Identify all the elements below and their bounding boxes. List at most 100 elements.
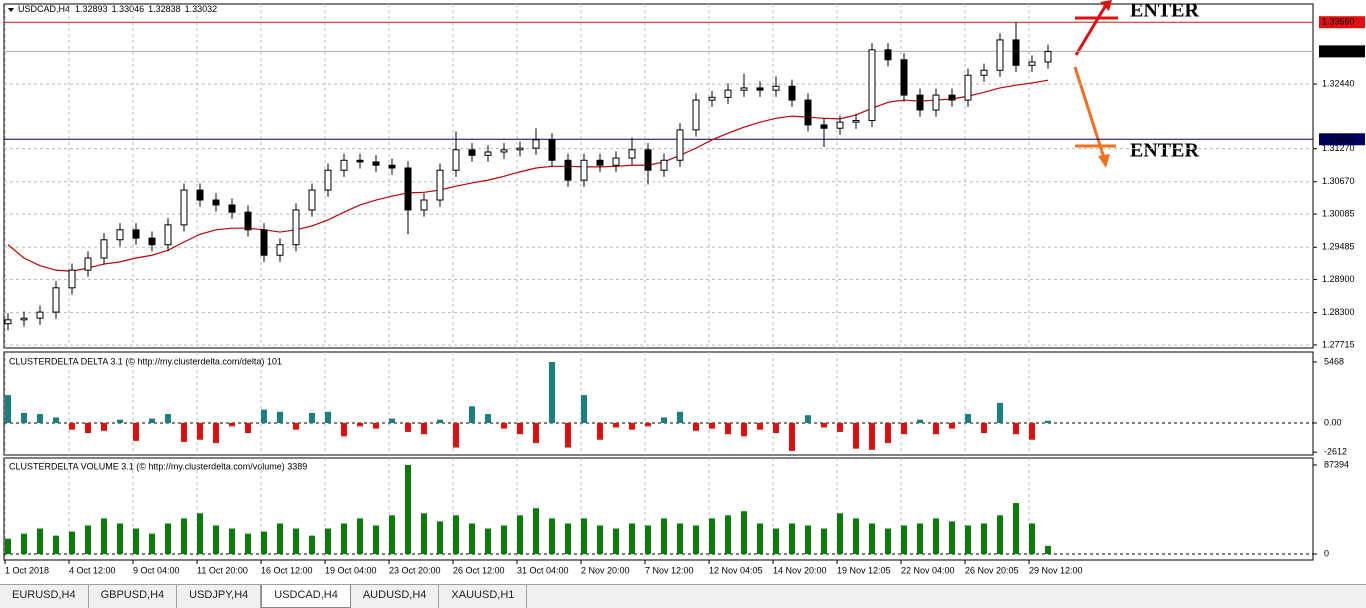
histogram-bar: [85, 423, 91, 434]
chart-tab[interactable]: USDCAD,H4: [261, 585, 351, 608]
histogram-bar: [69, 531, 75, 555]
level-box: [1319, 16, 1365, 29]
candle-body: [132, 229, 140, 239]
level-box: [1319, 133, 1365, 146]
x-tick-label: 11 Oct 20:00: [197, 565, 248, 575]
histogram-bar: [469, 523, 475, 555]
x-tick-label: 19 Nov 12:05: [837, 565, 891, 575]
histogram-bar: [885, 423, 891, 444]
histogram-bar: [997, 515, 1003, 555]
histogram-bar: [357, 518, 363, 555]
histogram-bar: [533, 508, 539, 555]
y-tick-label: 1.28900: [1322, 274, 1355, 284]
candle-body: [964, 74, 972, 101]
histogram-bar: [53, 535, 59, 555]
histogram-bar: [597, 423, 603, 440]
histogram-bar: [133, 423, 139, 441]
candle-body: [116, 229, 124, 241]
y-tick-label: 1.30670: [1322, 176, 1355, 186]
candle-body: [356, 159, 364, 163]
histogram-bar: [277, 411, 283, 424]
histogram-bar: [309, 535, 315, 555]
x-tick-label: 26 Oct 12:00: [453, 565, 505, 575]
delta-frame: [3, 351, 1314, 456]
histogram-bar: [933, 518, 939, 555]
histogram-bar: [629, 423, 635, 430]
histogram-bar: [805, 415, 811, 424]
candle-body: [276, 244, 284, 256]
y-tick-label: 1.27715: [1322, 339, 1355, 349]
histogram-bar: [693, 525, 699, 555]
histogram-bar: [245, 423, 251, 434]
enter-down: [1073, 66, 1116, 168]
histogram-bar: [1013, 503, 1019, 555]
x-tick-label: 22 Nov 04:00: [901, 565, 955, 575]
histogram-bar: [1045, 545, 1051, 555]
histogram-bar: [613, 423, 619, 428]
histogram-bar: [405, 423, 411, 432]
y-tick-label: -2612: [1324, 447, 1347, 457]
histogram-bar: [821, 423, 827, 428]
histogram-bar: [789, 423, 795, 451]
histogram-bar: [453, 515, 459, 555]
histogram-bar: [21, 533, 27, 555]
current-price-box: [1319, 45, 1365, 58]
histogram-bar: [757, 523, 763, 555]
candle-body: [484, 151, 492, 156]
x-tick-label: 19 Oct 04:00: [325, 565, 377, 575]
histogram-bar: [565, 423, 571, 448]
candle-body: [1012, 39, 1020, 66]
candle-body: [916, 94, 924, 111]
x-tick-label: 31 Oct 04:00: [517, 565, 569, 575]
candle-body: [724, 89, 732, 98]
candle-body: [52, 287, 60, 313]
candle-body: [420, 199, 428, 211]
histogram-bar: [613, 528, 619, 555]
histogram-bar: [85, 525, 91, 555]
histogram-bar: [1029, 523, 1035, 555]
histogram-bar: [789, 523, 795, 555]
histogram-bar: [821, 528, 827, 555]
histogram-bar: [949, 423, 955, 429]
chart-tab[interactable]: AUDUSD,H4: [351, 585, 440, 608]
histogram-bar: [309, 412, 315, 424]
histogram-bar: [341, 523, 347, 555]
chart-tab[interactable]: USDJPY,H4: [177, 585, 262, 608]
histogram-bar: [229, 528, 235, 555]
candle-body: [804, 99, 812, 126]
histogram-bar: [597, 525, 603, 555]
candle-body: [596, 159, 604, 166]
candle-body: [164, 224, 172, 246]
candle-body: [852, 120, 860, 123]
histogram-bar: [917, 523, 923, 555]
histogram-bar: [453, 423, 459, 448]
level-label: 1.31440: [1322, 134, 1355, 144]
histogram-bar: [725, 423, 731, 435]
candle-body: [468, 149, 476, 156]
delta-title: CLUSTERDELTA DELTA 3.1 (© http://my.clus…: [9, 356, 282, 366]
quote-open: 1.32893: [75, 4, 108, 14]
histogram-bar: [997, 402, 1003, 424]
candle-body: [980, 69, 988, 76]
candle-body: [836, 121, 844, 129]
terminal-chart: USDCAD,H4 1.32893 1.33046 1.32838 1.33032 CL…: [3, 0, 1365, 575]
candle-body: [308, 189, 316, 211]
chart-tab[interactable]: GBPUSD,H4: [89, 585, 178, 608]
chart-tab[interactable]: EURUSD,H4: [0, 585, 89, 608]
histogram-bar: [21, 412, 27, 424]
histogram-bar: [501, 423, 507, 429]
histogram-bar: [549, 518, 555, 555]
quote-close: 1.33032: [185, 4, 218, 14]
candle-body: [180, 189, 188, 226]
y-tick-label: 0.00: [1324, 417, 1342, 427]
candle-body: [372, 161, 380, 166]
histogram-bar: [725, 515, 731, 555]
histogram-bar: [181, 423, 187, 442]
candle-body: [580, 159, 588, 181]
histogram-bar: [405, 465, 411, 555]
chart-tab[interactable]: XAUUSD,H1: [439, 585, 528, 608]
candle-body: [4, 319, 12, 325]
histogram-bar: [1013, 423, 1019, 435]
x-tick-label: 2 Nov 20:00: [581, 565, 630, 575]
histogram-bar: [437, 521, 443, 555]
